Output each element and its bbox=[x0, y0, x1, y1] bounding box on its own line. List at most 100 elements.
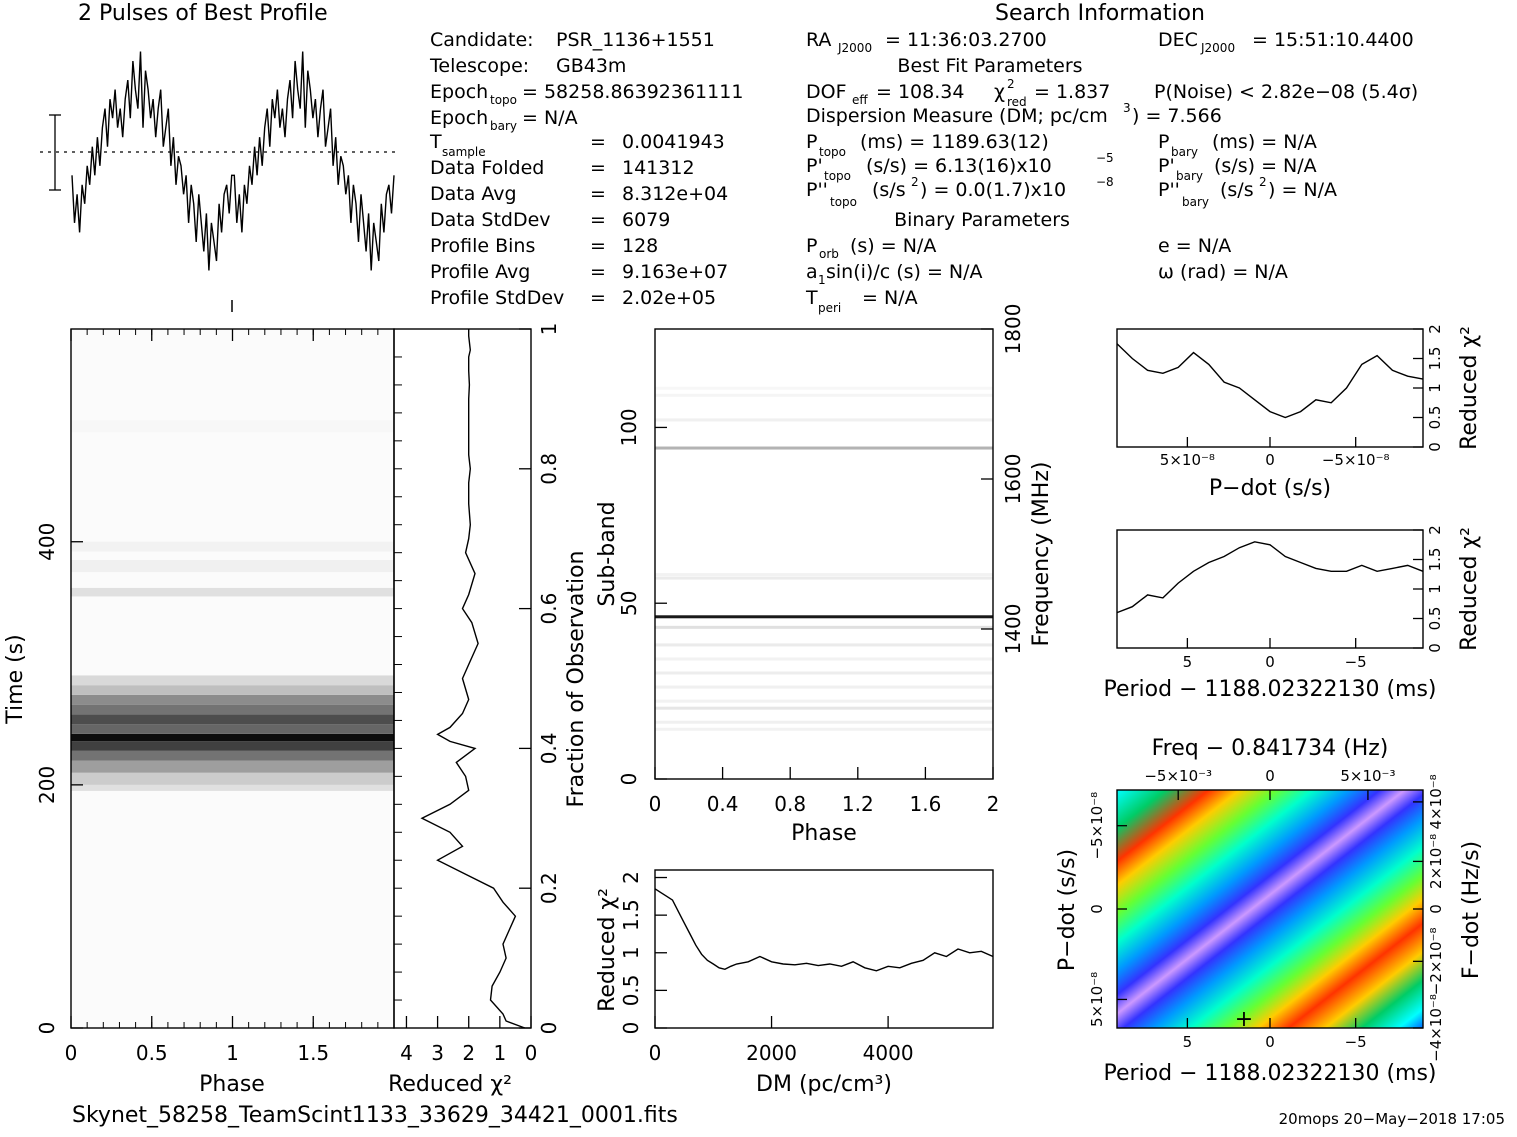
porb-value: (s) = N/A bbox=[850, 235, 936, 257]
subband-phase-frame bbox=[654, 328, 994, 780]
dm-chi2-xlabel: DM (pc/cm³) bbox=[756, 1072, 892, 1097]
tperi-value: = N/A bbox=[862, 287, 918, 309]
pbary-sub: bary bbox=[1171, 145, 1198, 159]
tsample-label: T bbox=[429, 131, 442, 153]
dm-chi2-ytick-label: 0 bbox=[619, 1022, 643, 1035]
telescope-label: Telescope: bbox=[429, 55, 529, 77]
profile-avg-label: Profile Avg bbox=[430, 261, 530, 283]
info-block: Candidate: PSR_1136+1551 Telescope: GB43… bbox=[429, 29, 1418, 315]
pbary-value: (ms) = N/A bbox=[1212, 131, 1317, 153]
time-chi2-ytick-label: 0 bbox=[537, 1022, 561, 1035]
time-phase-band bbox=[71, 714, 394, 725]
data-avg-eq: = bbox=[590, 183, 606, 205]
profile-stddev-eq: = bbox=[590, 287, 606, 309]
pdot-chi2-xtick-label: 5×10⁻⁸ bbox=[1160, 451, 1215, 469]
subband-row bbox=[655, 576, 993, 580]
subband-row bbox=[655, 685, 993, 689]
data-stddev-value: 6079 bbox=[622, 209, 670, 231]
data-folded-label: Data Folded bbox=[430, 157, 544, 179]
time-chi2-xtick-label: 2 bbox=[462, 1041, 475, 1065]
p-pdot-ticks: 5 0 −5 −5×10⁻³ 0 5×10⁻³ 5×10⁻⁸ 0 −5×10⁻⁸ −4×10⁻⁸−… bbox=[1088, 767, 1445, 1062]
dm-chi2-panel: 0 2000 4000 0 0.5 1 1.5 2 DM (pc/cm³) Reduced χ… bbox=[595, 869, 994, 1097]
subband-row bbox=[655, 573, 993, 577]
candidate-value: PSR_1136+1551 bbox=[556, 29, 715, 51]
porb-label: P bbox=[806, 235, 817, 257]
subband-row bbox=[655, 615, 993, 619]
subband-phase-rows bbox=[655, 386, 993, 731]
data-stddev-label: Data StdDev bbox=[430, 209, 551, 231]
tsample-sub: sample bbox=[442, 145, 486, 159]
pdtopo-value: (s/s) = 6.13(16)x10 bbox=[866, 155, 1052, 177]
p-pdot-x2label: Freq − 0.841734 (Hz) bbox=[1152, 736, 1389, 761]
subband-row bbox=[655, 699, 993, 703]
ptopo-value: (ms) = 1189.63(12) bbox=[860, 131, 1049, 153]
period-chi2-curve bbox=[1116, 541, 1424, 614]
ra-label: RA bbox=[806, 29, 831, 51]
period-chi2-ytick-label: 2 bbox=[1426, 525, 1444, 535]
time-phase-band bbox=[71, 559, 394, 573]
time-phase-band bbox=[71, 784, 394, 791]
tsample-eq: = bbox=[590, 131, 606, 153]
tperi-label: T bbox=[805, 287, 818, 309]
subband-phase-xlabel: Phase bbox=[791, 821, 857, 846]
dof-sub: eff bbox=[852, 93, 868, 107]
pdot-chi2-xtick-label: −5×10⁻⁸ bbox=[1322, 451, 1390, 469]
time-phase-band bbox=[71, 587, 394, 597]
subband-phase-xtick-label: 0.4 bbox=[707, 792, 739, 816]
dm-chi2-ylabel: Reduced χ² bbox=[595, 888, 620, 1012]
pnoise-text: P(Noise) < 2.82e−08 (5.4σ) bbox=[1154, 81, 1418, 103]
time-chi2-ytick-label: 0.6 bbox=[537, 593, 561, 625]
p-pdot-x2tick-label: 5×10⁻³ bbox=[1340, 767, 1395, 785]
dm-chi2-ytick-label: 0.5 bbox=[619, 974, 643, 1006]
chi-value: = 1.837 bbox=[1034, 81, 1110, 103]
data-folded-value: 141312 bbox=[622, 157, 695, 179]
candidate-label: Candidate: bbox=[430, 29, 534, 51]
pddtopo-label: P'' bbox=[806, 179, 828, 201]
tperi-sub: peri bbox=[818, 301, 841, 315]
pbary-label: P bbox=[1158, 131, 1169, 153]
data-avg-label: Data Avg bbox=[430, 183, 517, 205]
time-phase-xtick-label: 1 bbox=[226, 1041, 239, 1065]
p-pdot-y2tick-label: 0 bbox=[1427, 904, 1445, 914]
pdot-chi2-ytick-label: 0.5 bbox=[1426, 406, 1444, 430]
subband-row bbox=[655, 393, 993, 397]
ptopo-sub: topo bbox=[819, 145, 846, 159]
time-phase-band bbox=[71, 760, 394, 773]
p-pdot-colormap bbox=[1117, 790, 1423, 1028]
subband-phase-xtick-label: 0 bbox=[649, 792, 662, 816]
best-fit-title: Best Fit Parameters bbox=[897, 55, 1082, 77]
pdot-chi2-xlabel: P−dot (s/s) bbox=[1209, 476, 1331, 501]
subband-phase-y2tick-label: 1400 bbox=[1001, 604, 1025, 655]
subband-phase-ylabel: Sub-band bbox=[595, 501, 620, 606]
epoch-topo-value: = 58258.86392361111 bbox=[522, 81, 743, 103]
pdot-chi2-panel: 5×10⁻⁸ 0 −5×10⁻⁸ 0 0.5 1 1.5 2 P−dot (s/s) Redu… bbox=[1116, 324, 1482, 501]
time-chi2-xtick-label: 1 bbox=[493, 1041, 506, 1065]
period-chi2-panel: 5 0 −5 0 0.5 1 1.5 2 Period − 1188.02322130 (ms… bbox=[1103, 525, 1482, 702]
chi-label: χ bbox=[994, 81, 1005, 103]
p-pdot-plane-panel: 5 0 −5 −5×10⁻³ 0 5×10⁻³ 5×10⁻⁸ 0 −5×10⁻⁸ −4×10⁻⁸−… bbox=[1055, 736, 1484, 1086]
p-pdot-y2tick-label: 4×10⁻⁸ bbox=[1427, 774, 1445, 829]
data-folded-eq: = bbox=[590, 157, 606, 179]
pdot-chi2-ylabel: Reduced χ² bbox=[1457, 326, 1482, 450]
pddbary-value2: ) = N/A bbox=[1268, 179, 1337, 201]
pddtopo-sub: topo bbox=[830, 195, 857, 209]
profile-title: 2 Pulses of Best Profile bbox=[78, 1, 328, 26]
pddbary-sup: 2 bbox=[1259, 175, 1267, 189]
binary-title: Binary Parameters bbox=[894, 209, 1070, 231]
dm-chi2-ticks: 0 2000 4000 0 0.5 1 1.5 2 bbox=[619, 871, 914, 1065]
p-pdot-y2tick-label: −2×10⁻⁸ bbox=[1427, 928, 1445, 996]
dof-label: DOF bbox=[806, 81, 847, 103]
dm-chi2-ytick-label: 1 bbox=[619, 946, 643, 959]
time-chi2-ytick-label: 0.4 bbox=[537, 732, 561, 764]
pdot-chi2-ytick-label: 2 bbox=[1426, 324, 1444, 334]
tsample-value: 0.0041943 bbox=[622, 131, 725, 153]
dm-text: Dispersion Measure (DM; pc/cm bbox=[806, 105, 1108, 127]
subband-phase-ytick-label: 100 bbox=[617, 408, 641, 446]
period-chi2-frame bbox=[1116, 529, 1424, 649]
p-pdot-x2tick-label: 0 bbox=[1265, 767, 1275, 785]
p-pdot-y2tick-label: −4×10⁻⁸ bbox=[1427, 994, 1445, 1062]
pdbary-sub: bary bbox=[1176, 169, 1203, 183]
time-chi2-curve bbox=[420, 329, 526, 1029]
subband-phase-panel: 0 0.4 0.8 1.2 1.6 2 0 50 100 1400 1600 1800 Phase S… bbox=[595, 304, 1054, 846]
